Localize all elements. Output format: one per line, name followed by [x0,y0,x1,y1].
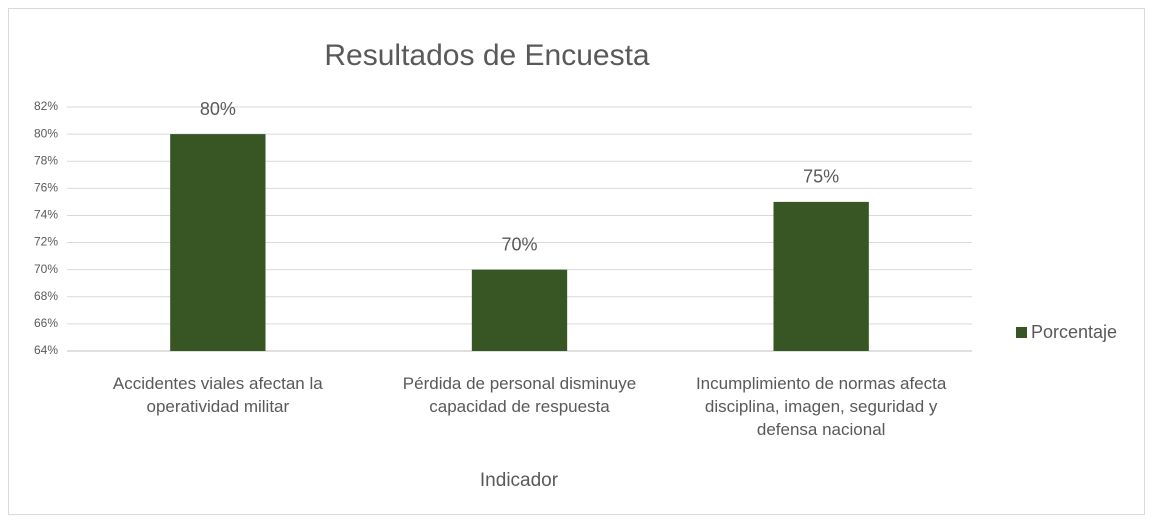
y-tick-label: 76% [34,181,58,195]
x-tick-label: Incumplimiento de normas afecta discipli… [695,374,947,439]
legend-swatch [1016,327,1027,338]
y-tick-label: 80% [34,126,58,140]
legend-label: Porcentaje [1031,322,1117,342]
x-axis-title: Indicador [480,470,559,491]
y-tick-label: 66% [34,316,58,330]
y-tick-label: 72% [34,235,58,249]
chart-border [8,8,1145,515]
x-tick-label: Pérdida de personal disminuye capacidad … [402,374,637,416]
y-tick-label: 68% [34,289,58,303]
y-tick-label: 82% [34,99,58,113]
x-tick-label: Accidentes viales afectan la operativida… [112,374,323,416]
y-tick-label: 64% [34,343,58,357]
bar [170,134,266,351]
value-label: 80% [200,99,236,119]
value-label: 70% [501,234,537,254]
y-tick-label: 70% [34,262,58,276]
y-tick-label: 78% [34,153,58,167]
chart-title: Resultados de Encuesta [324,39,650,72]
value-label: 75% [803,167,839,187]
y-tick-label: 74% [34,208,58,222]
bar [471,269,568,351]
bar [773,201,869,351]
